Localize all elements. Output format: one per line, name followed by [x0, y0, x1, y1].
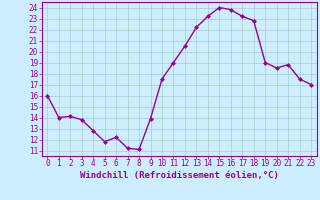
X-axis label: Windchill (Refroidissement éolien,°C): Windchill (Refroidissement éolien,°C) — [80, 171, 279, 180]
